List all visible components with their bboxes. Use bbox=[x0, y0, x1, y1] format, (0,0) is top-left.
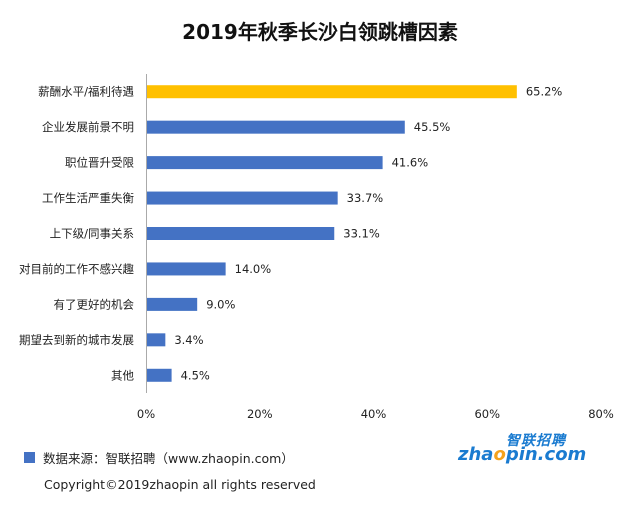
source-text: 数据来源：智联招聘（www.zhaopin.com） bbox=[43, 450, 294, 466]
source-note: 数据来源：智联招聘（www.zhaopin.com） bbox=[24, 448, 294, 466]
category-label: 企业发展前景不明 bbox=[42, 120, 134, 134]
data-label: 45.5% bbox=[414, 120, 451, 134]
bar bbox=[147, 191, 338, 205]
legend-swatch bbox=[24, 451, 35, 463]
x-tick-label: 40% bbox=[361, 407, 387, 421]
category-label: 期望去到新的城市发展 bbox=[19, 333, 134, 347]
category-label: 有了更好的机会 bbox=[54, 297, 135, 311]
data-label: 41.6% bbox=[392, 156, 429, 170]
bar bbox=[147, 120, 405, 134]
logo-chinese-text: 智联招聘 bbox=[506, 433, 566, 449]
logo-wordmark-prefix: zha bbox=[458, 444, 494, 465]
category-label: 上下级/同事关系 bbox=[50, 227, 134, 241]
category-label: 对目前的工作不感兴趣 bbox=[19, 262, 134, 276]
bar bbox=[147, 297, 198, 311]
logo-wordmark-suffix: pin.com bbox=[505, 444, 587, 465]
bar bbox=[147, 227, 335, 240]
bar bbox=[147, 85, 517, 99]
bar-chart: 薪酬水平/福利待遇 65.2% 企业发展前景不明 45.5% 职位晋升受限 41.6% 工作… bbox=[19, 74, 614, 421]
category-label: 薪酬水平/福利待遇 bbox=[38, 85, 134, 99]
zhaopin-logo: 智联招聘 zhaopin.com bbox=[458, 430, 586, 466]
data-label: 33.7% bbox=[347, 191, 384, 205]
category-label: 其他 bbox=[111, 368, 134, 382]
chart-title: 2019年秋季长沙白领跳槽因素 bbox=[182, 20, 458, 44]
data-label: 65.2% bbox=[526, 85, 563, 99]
data-label: 4.5% bbox=[181, 368, 210, 382]
logo-wordmark-o: o bbox=[493, 444, 506, 465]
x-tick-label: 80% bbox=[588, 407, 614, 421]
data-label: 9.0% bbox=[206, 297, 235, 311]
bar bbox=[147, 262, 226, 276]
logo-wordmark: zhaopin.com bbox=[458, 444, 586, 465]
bar bbox=[147, 156, 383, 170]
bar bbox=[147, 333, 166, 347]
x-tick-label: 60% bbox=[474, 407, 500, 421]
data-label: 3.4% bbox=[174, 333, 203, 347]
bar bbox=[147, 368, 172, 382]
data-label: 14.0% bbox=[235, 262, 272, 276]
category-label: 职位晋升受限 bbox=[65, 156, 134, 170]
copyright-text: Copyright©2019zhaopin all rights reserve… bbox=[44, 477, 316, 492]
category-label: 工作生活严重失衡 bbox=[42, 191, 134, 205]
data-label: 33.1% bbox=[343, 227, 380, 241]
x-tick-label: 0% bbox=[137, 407, 155, 421]
x-tick-label: 20% bbox=[247, 407, 273, 421]
